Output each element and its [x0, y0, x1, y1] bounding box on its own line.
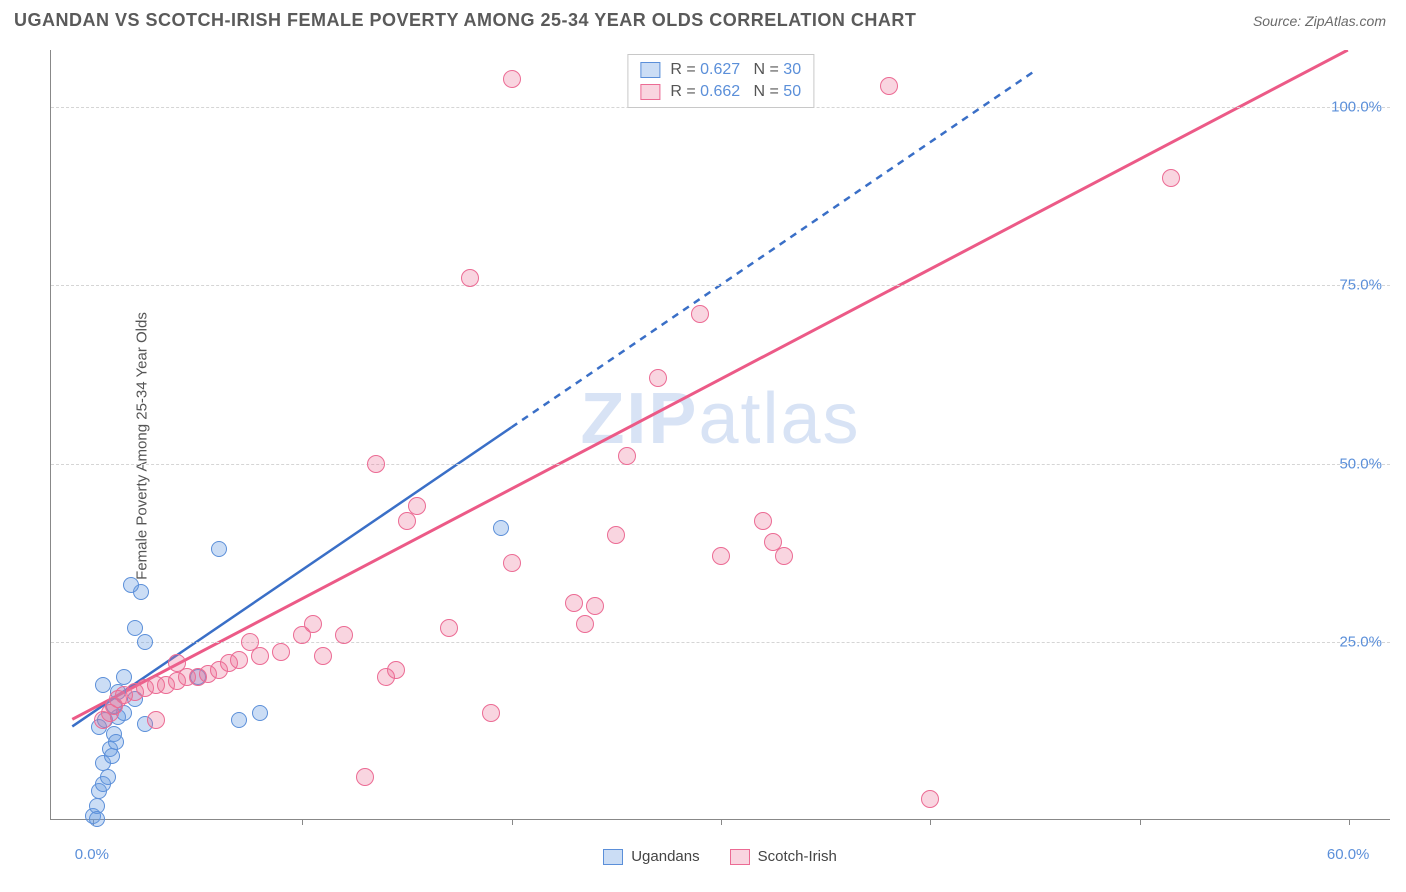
- data-point: [461, 269, 479, 287]
- data-point: [576, 615, 594, 633]
- legend-swatch: [603, 849, 623, 865]
- data-point: [691, 305, 709, 323]
- data-point: [921, 790, 939, 808]
- data-point: [304, 615, 322, 633]
- series-legend: Ugandans Scotch-Irish: [50, 848, 1390, 865]
- data-point: [493, 520, 509, 536]
- legend-item: Ugandans: [603, 848, 699, 865]
- data-point: [147, 711, 165, 729]
- data-point: [712, 547, 730, 565]
- data-point: [607, 526, 625, 544]
- legend-swatch: [730, 849, 750, 865]
- gridline-h: [51, 285, 1390, 286]
- data-point: [367, 455, 385, 473]
- watermark-bold: ZIP: [580, 379, 698, 459]
- data-point: [127, 620, 143, 636]
- chart-header: UGANDAN VS SCOTCH-IRISH FEMALE POVERTY A…: [0, 0, 1406, 31]
- legend-label: Scotch-Irish: [758, 848, 837, 865]
- y-tick-label: 75.0%: [1339, 277, 1382, 294]
- gridline-h: [51, 464, 1390, 465]
- data-point: [104, 748, 120, 764]
- legend-item: Scotch-Irish: [730, 848, 837, 865]
- data-point: [335, 626, 353, 644]
- data-point: [775, 547, 793, 565]
- data-point: [356, 768, 374, 786]
- stats-legend: R = 0.627 N = 30 R = 0.662 N = 50: [627, 54, 814, 108]
- data-point: [618, 447, 636, 465]
- data-point: [408, 497, 426, 515]
- data-point: [211, 541, 227, 557]
- stats-text: R = 0.662 N = 50: [666, 83, 801, 101]
- y-tick-label: 100.0%: [1331, 99, 1382, 116]
- data-point: [95, 677, 111, 693]
- stats-text: R = 0.627 N = 30: [666, 61, 801, 79]
- data-point: [565, 594, 583, 612]
- plot-area: ZIPatlas R = 0.627 N = 30 R = 0.662 N = …: [50, 50, 1390, 820]
- data-point: [314, 647, 332, 665]
- data-point: [503, 70, 521, 88]
- chart-title: UGANDAN VS SCOTCH-IRISH FEMALE POVERTY A…: [14, 10, 916, 31]
- legend-swatch: [640, 62, 660, 78]
- data-point: [108, 734, 124, 750]
- data-point: [482, 704, 500, 722]
- data-point: [123, 577, 139, 593]
- data-point: [272, 643, 290, 661]
- data-point: [440, 619, 458, 637]
- watermark-light: atlas: [698, 379, 860, 459]
- y-tick-label: 50.0%: [1339, 455, 1382, 472]
- data-point: [241, 633, 259, 651]
- data-point: [586, 597, 604, 615]
- data-point: [252, 705, 268, 721]
- legend-swatch: [640, 84, 660, 100]
- stats-legend-row: R = 0.662 N = 50: [640, 81, 801, 103]
- chart-source: Source: ZipAtlas.com: [1253, 13, 1386, 29]
- stats-legend-row: R = 0.627 N = 30: [640, 59, 801, 81]
- regression-lines-layer: [51, 50, 1390, 819]
- data-point: [754, 512, 772, 530]
- data-point: [100, 769, 116, 785]
- legend-label: Ugandans: [631, 848, 699, 865]
- data-point: [377, 668, 395, 686]
- data-point: [1162, 169, 1180, 187]
- data-point: [503, 554, 521, 572]
- data-point: [137, 634, 153, 650]
- data-point: [230, 651, 248, 669]
- data-point: [880, 77, 898, 95]
- data-point: [231, 712, 247, 728]
- data-point: [168, 654, 186, 672]
- y-tick-label: 25.0%: [1339, 633, 1382, 650]
- data-point: [649, 369, 667, 387]
